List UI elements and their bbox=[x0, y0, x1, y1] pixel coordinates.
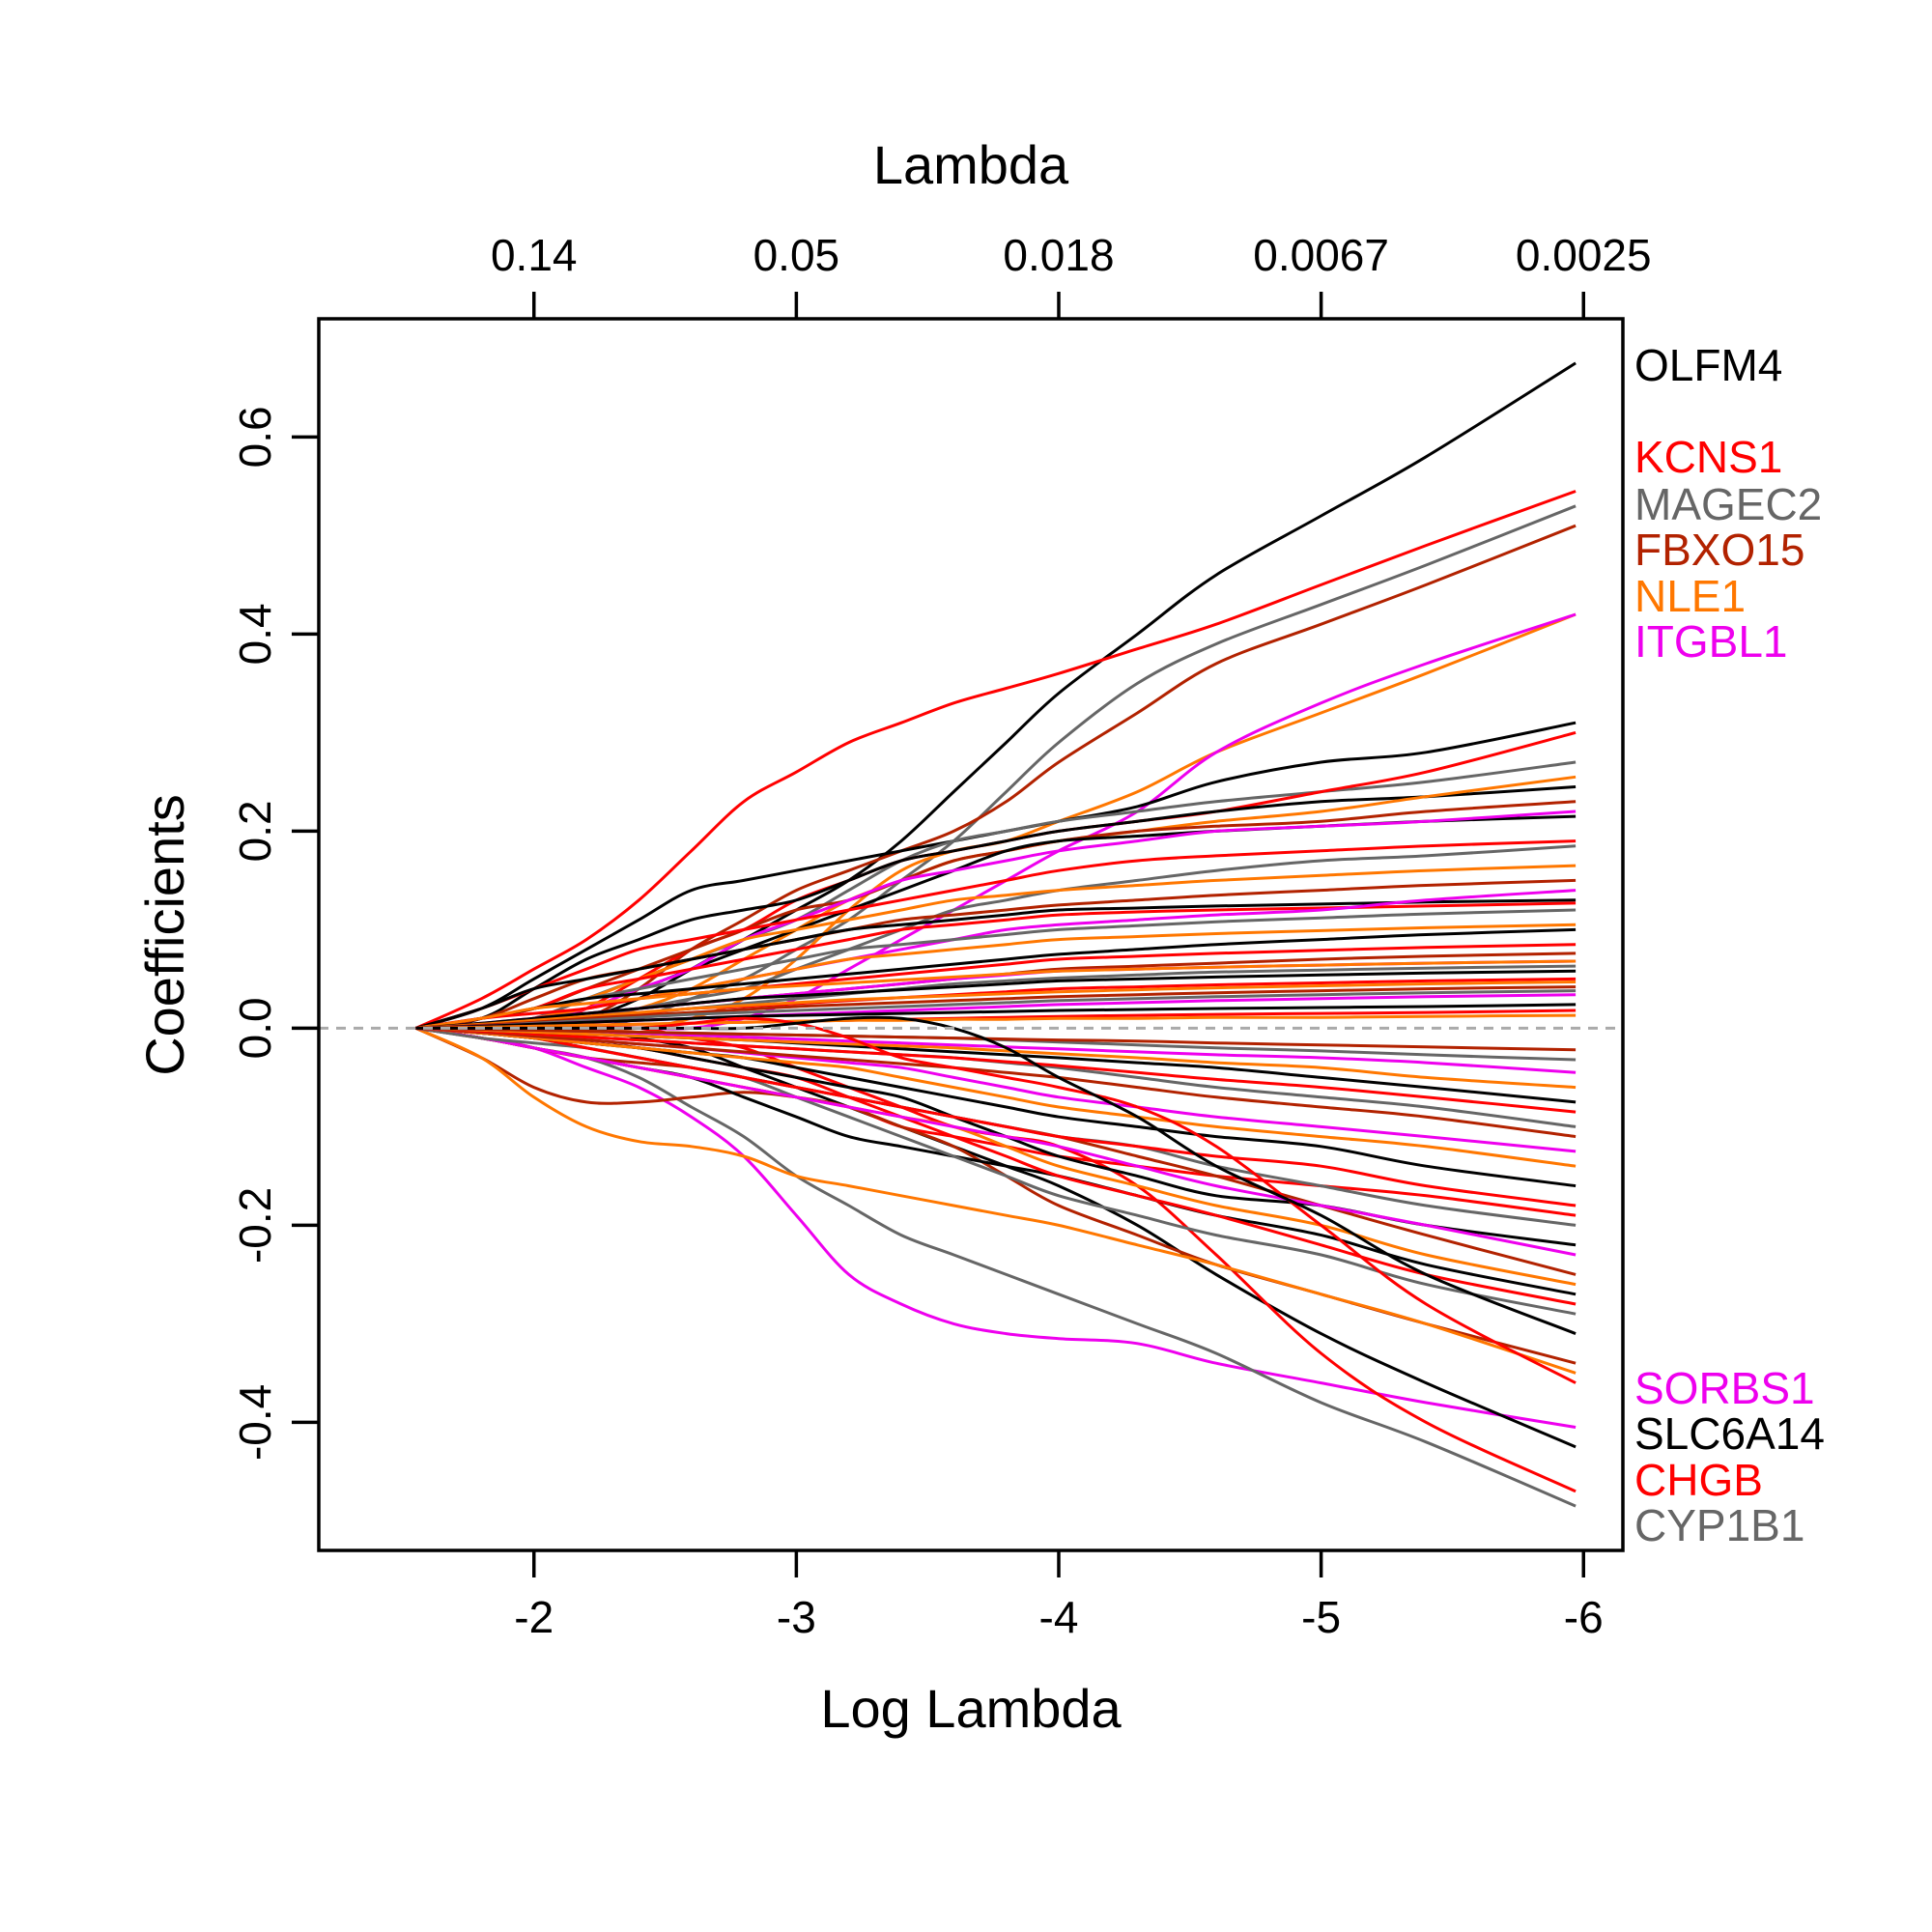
x-axis-title: Log Lambda bbox=[820, 1678, 1122, 1739]
gene-label-chgb: CHGB bbox=[1634, 1455, 1763, 1505]
series-line-23 bbox=[415, 898, 1577, 1030]
top-tick-label: 0.018 bbox=[1003, 230, 1114, 280]
series-line-49 bbox=[415, 1026, 1577, 1287]
y-axis-title: Coefficients bbox=[134, 794, 195, 1076]
series-line-52 bbox=[415, 1026, 1577, 1257]
y-tick-label: 0.6 bbox=[230, 406, 280, 468]
gene-label-slc6a14: SLC6A14 bbox=[1634, 1408, 1825, 1459]
gene-label-nle1: NLE1 bbox=[1634, 571, 1746, 621]
top-tick-label: 0.14 bbox=[491, 230, 578, 280]
series-line-magec2 bbox=[415, 504, 1577, 1031]
gene-label-magec2: MAGEC2 bbox=[1634, 479, 1822, 529]
series-line-56 bbox=[415, 1026, 1577, 1168]
series-line-14 bbox=[415, 785, 1577, 1030]
x-tick-label: -4 bbox=[1039, 1592, 1079, 1642]
y-tick-label: -0.2 bbox=[230, 1187, 280, 1264]
series-line-sorbs1 bbox=[415, 1026, 1577, 1429]
gene-label-sorbs1: SORBS1 bbox=[1634, 1363, 1815, 1413]
x-tick-label: -3 bbox=[777, 1592, 816, 1642]
series-line-34 bbox=[415, 969, 1577, 1030]
top-tick-label: 0.0025 bbox=[1516, 230, 1652, 280]
gene-label-olfm4: OLFM4 bbox=[1634, 340, 1782, 390]
series-line-38 bbox=[415, 989, 1577, 1030]
series-line-65 bbox=[415, 1026, 1577, 1052]
top-tick-label: 0.05 bbox=[753, 230, 840, 280]
series-line-54 bbox=[415, 1026, 1577, 1208]
y-tick-label: -0.4 bbox=[230, 1384, 280, 1461]
x-tick-label: -5 bbox=[1301, 1592, 1341, 1642]
coefficient-paths bbox=[414, 361, 1577, 1508]
series-line-60 bbox=[415, 1026, 1577, 1114]
x-tick-label: -6 bbox=[1564, 1592, 1604, 1642]
series-line-19 bbox=[415, 839, 1577, 1030]
series-line-58 bbox=[415, 1026, 1577, 1139]
series-line-28 bbox=[415, 927, 1577, 1030]
top-axis-title: Lambda bbox=[873, 134, 1069, 195]
y-tick-label: 0.2 bbox=[230, 800, 280, 862]
series-line-40 bbox=[415, 1003, 1577, 1030]
y-tick-label: 0.4 bbox=[230, 603, 280, 665]
y-axis-left: -0.4 -0.2 0.0 0.2 0.4 0.6 bbox=[230, 406, 319, 1461]
series-line-36 bbox=[415, 980, 1577, 1030]
series-line-45 bbox=[414, 1027, 1577, 1375]
series-line-44 bbox=[414, 1027, 1577, 1365]
series-line-29 bbox=[415, 943, 1577, 1030]
series-line-32 bbox=[415, 959, 1577, 1030]
gene-label-cyp1b1: CYP1B1 bbox=[1634, 1500, 1804, 1550]
y-tick-label: 0.0 bbox=[230, 997, 280, 1059]
gene-label-kcns1: KCNS1 bbox=[1634, 432, 1782, 482]
series-line-62 bbox=[415, 1026, 1577, 1090]
x-axis-top: 0.14 0.05 0.018 0.0067 0.0025 bbox=[491, 230, 1652, 319]
top-tick-label: 0.0067 bbox=[1253, 230, 1389, 280]
series-line-43 bbox=[415, 1026, 1577, 1217]
series-line-11 bbox=[415, 721, 1577, 1030]
series-line-37 bbox=[415, 985, 1577, 1030]
series-line-slc6a14 bbox=[415, 1026, 1577, 1449]
series-line-24 bbox=[415, 901, 1577, 1030]
plot-frame bbox=[317, 317, 1625, 1552]
x-tick-label: -2 bbox=[514, 1592, 554, 1642]
series-line-kcns1 bbox=[414, 490, 1577, 1030]
gene-label-fbxo15: FBXO15 bbox=[1634, 525, 1804, 575]
x-axis-bottom: -2 -3 -4 -5 -6 bbox=[514, 1550, 1604, 1642]
gene-label-itgbl1: ITGBL1 bbox=[1634, 616, 1788, 667]
